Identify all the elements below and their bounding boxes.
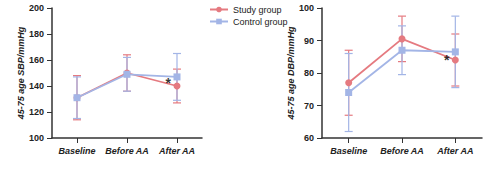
svg-text:140: 140	[29, 81, 44, 91]
svg-text:70: 70	[304, 101, 314, 111]
svg-text:Before AA: Before AA	[105, 146, 149, 156]
svg-text:Study group: Study group	[233, 5, 282, 15]
svg-text:160: 160	[29, 55, 44, 65]
svg-text:60: 60	[304, 133, 314, 143]
svg-text:200: 200	[29, 3, 44, 13]
svg-text:90: 90	[304, 36, 314, 46]
svg-text:100: 100	[299, 3, 314, 13]
svg-text:After AA: After AA	[158, 146, 195, 156]
svg-text:100: 100	[29, 133, 44, 143]
svg-text:120: 120	[29, 107, 44, 117]
svg-text:After AA: After AA	[436, 146, 473, 156]
svg-text:45-75 age SBP/mmHg: 45-75 age SBP/mmHg	[16, 26, 26, 120]
svg-text:180: 180	[29, 29, 44, 39]
svg-text:Baseline: Baseline	[330, 146, 367, 156]
svg-text:Before AA: Before AA	[380, 146, 424, 156]
svg-text:80: 80	[304, 68, 314, 78]
svg-text:*: *	[166, 75, 172, 91]
svg-text:*: *	[444, 52, 450, 68]
svg-text:45-75 age DBP/mmHg: 45-75 age DBP/mmHg	[286, 26, 296, 121]
svg-text:Baseline: Baseline	[58, 146, 95, 156]
svg-text:Control group: Control group	[233, 17, 288, 27]
